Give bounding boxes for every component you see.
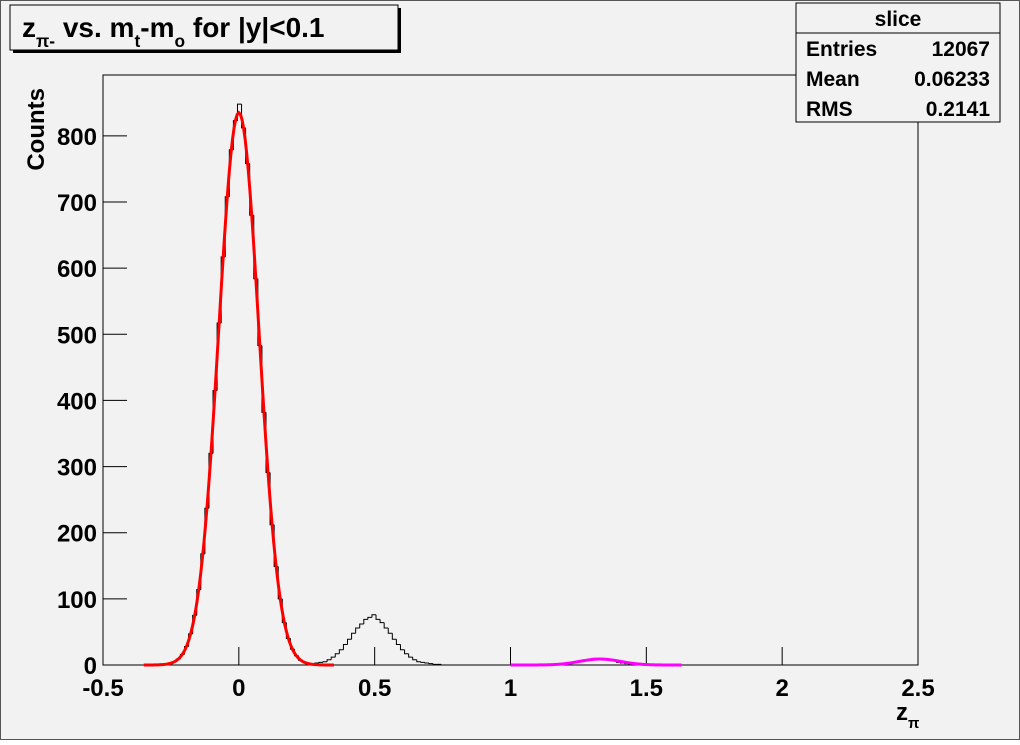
stats-value: 0.2141 <box>926 98 991 121</box>
text-run: π- <box>36 31 55 51</box>
text-run: π <box>908 716 919 732</box>
y-tick-label: 600 <box>57 256 97 283</box>
text-run: -m <box>140 12 174 43</box>
text-run: t <box>134 31 140 51</box>
fit-curve <box>143 110 334 667</box>
y-tick-label: 800 <box>57 124 97 151</box>
histogram-bin <box>359 623 364 628</box>
histogram-bin <box>334 653 340 658</box>
histogram-bin <box>424 662 429 664</box>
stats-label: RMS <box>806 98 853 121</box>
title-box <box>9 4 399 51</box>
histogram-bin <box>367 616 372 620</box>
histogram-bin <box>408 653 413 658</box>
stats-label: Entries <box>806 38 877 61</box>
histogram-bin <box>371 614 377 618</box>
histogram-bin <box>395 639 401 645</box>
y-tick-label: 100 <box>57 587 97 614</box>
histogram-bin <box>387 627 393 634</box>
histogram-bin <box>416 659 421 663</box>
histogram-bin <box>404 649 409 655</box>
x-tick-label: 2 <box>775 675 788 702</box>
histogram-bin <box>363 618 368 624</box>
histogram-bin <box>412 657 417 661</box>
text-run: z <box>896 699 908 726</box>
text-run: z <box>22 12 36 43</box>
y-tick-label: 400 <box>57 388 97 415</box>
histogram-bin <box>338 649 344 654</box>
y-tick-label: 500 <box>57 322 97 349</box>
histogram-bin <box>330 656 336 660</box>
stats-value: 0.06233 <box>914 68 990 91</box>
y-tick-label: 700 <box>57 190 97 217</box>
x-tick-label: 0.5 <box>358 675 391 702</box>
histogram-bin <box>399 644 405 651</box>
text-run: vs. m <box>55 12 134 43</box>
histogram-bin <box>420 661 425 663</box>
text-run: o <box>174 31 185 51</box>
y-tick-label: 200 <box>57 521 97 548</box>
histogram-bin <box>342 643 348 650</box>
x-tick-label: -0.5 <box>82 675 123 702</box>
histogram-bin <box>355 627 360 634</box>
histogram-bin <box>379 619 385 624</box>
histogram-bin <box>440 664 446 666</box>
y-tick-label: 0 <box>84 653 97 680</box>
histogram-bin <box>318 661 324 664</box>
histogram-bin <box>428 663 434 665</box>
stats-label: Mean <box>806 68 860 91</box>
y-tick-label: 300 <box>57 455 97 482</box>
stats-box <box>795 2 1001 123</box>
y-axis-label: Counts <box>23 88 50 171</box>
x-tick-label: 2.5 <box>901 675 934 702</box>
histogram-bin <box>432 663 438 665</box>
x-tick-label: 0 <box>232 675 245 702</box>
stats-value: 12067 <box>932 38 990 61</box>
histogram-bin <box>351 632 356 640</box>
histogram-bin <box>322 661 328 663</box>
x-tick-label: 1.5 <box>630 675 663 702</box>
histogram-bin <box>326 659 332 662</box>
histogram-bin <box>391 633 397 640</box>
text-run: for |y|<0.1 <box>185 12 324 43</box>
chart-title: zπ- vs. mt-mo for |y|<0.1 <box>22 12 325 51</box>
histogram-bin <box>375 614 381 620</box>
histogram-bin <box>383 622 389 629</box>
x-axis-label: zπ <box>896 699 919 732</box>
x-tick-label: 1 <box>504 675 517 702</box>
histogram-bin <box>347 638 352 645</box>
stats-title: slice <box>875 8 922 31</box>
fit-curve <box>510 657 682 667</box>
